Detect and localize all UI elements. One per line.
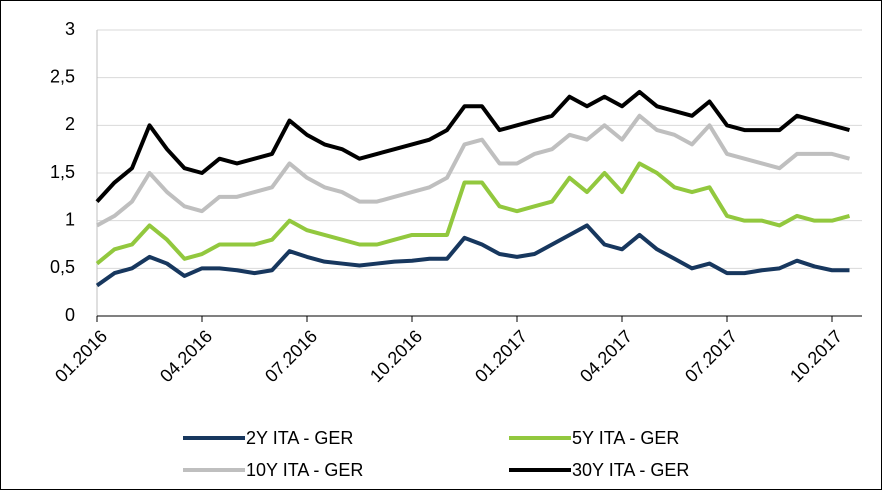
y-tick-label: 1,5 [50, 162, 75, 182]
legend-label: 10Y ITA - GER [246, 460, 363, 480]
y-tick-label: 0,5 [50, 257, 75, 277]
series-line [96, 113, 851, 228]
y-tick-label: 2,5 [50, 66, 75, 86]
series-line [95, 161, 851, 266]
series-line [95, 223, 850, 288]
y-tick-label: 3 [65, 19, 75, 39]
y-tick-label: 1 [65, 209, 75, 229]
legend-label: 5Y ITA - GER [572, 428, 679, 448]
y-tick-label: 0 [65, 305, 75, 325]
series-line [95, 89, 851, 203]
legend-label: 30Y ITA - GER [572, 460, 689, 480]
y-tick-label: 2 [65, 114, 75, 134]
legend-label: 2Y ITA - GER [246, 428, 353, 448]
